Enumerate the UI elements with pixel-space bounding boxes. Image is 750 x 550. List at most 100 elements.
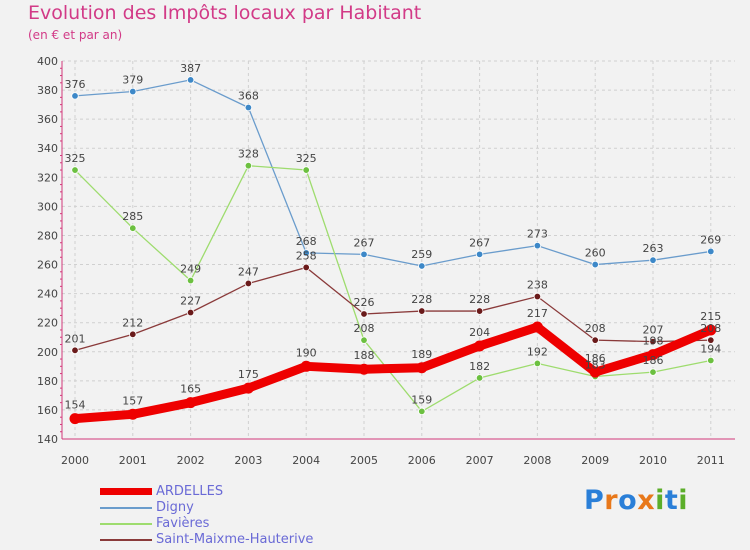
data-point-digny <box>533 241 542 250</box>
data-label-saint-maixme-hauterive: 228 <box>411 293 432 306</box>
data-point-saint-maixme-hauterive <box>186 308 195 317</box>
data-point-ardelles <box>358 363 370 375</box>
y-tick-label: 220 <box>37 317 58 330</box>
data-label-ardelles: 217 <box>527 307 548 320</box>
data-label-favi-res: 186 <box>643 354 664 367</box>
x-tick-label: 2000 <box>61 454 89 467</box>
data-point-digny <box>129 87 137 96</box>
data-label-ardelles: 215 <box>700 310 721 323</box>
data-point-ardelles <box>127 408 139 420</box>
data-label-saint-maixme-hauterive: 247 <box>238 265 259 278</box>
data-label-digny: 368 <box>238 90 259 103</box>
data-label-saint-maixme-hauterive: 238 <box>527 279 548 292</box>
data-label-ardelles: 175 <box>238 368 259 381</box>
legend-swatch-digny <box>100 507 152 509</box>
x-tick-label: 2007 <box>466 454 494 467</box>
data-point-saint-maixme-hauterive <box>591 336 599 344</box>
data-label-digny: 267 <box>354 236 375 249</box>
logo-letter: r <box>604 485 619 516</box>
x-tick-label: 2004 <box>292 454 320 467</box>
data-point-digny <box>418 262 426 270</box>
data-label-ardelles: 204 <box>469 326 490 339</box>
data-label-ardelles: 154 <box>65 399 86 412</box>
legend-label-favieres: Favières <box>156 516 210 531</box>
data-point-saint-maixme-hauterive <box>244 279 253 288</box>
data-point-saint-maixme-hauterive <box>418 307 426 315</box>
data-point-saint-maixme-hauterive <box>533 292 542 301</box>
chart-subtitle: (en € et par an) <box>28 28 123 42</box>
x-tick-label: 2009 <box>581 454 609 467</box>
data-point-digny <box>707 247 715 256</box>
data-label-saint-maixme-hauterive: 208 <box>700 322 721 335</box>
data-label-ardelles: 188 <box>354 349 375 362</box>
data-point-favi-res <box>302 166 310 174</box>
data-label-favi-res: 183 <box>585 358 606 371</box>
data-point-digny <box>244 103 253 112</box>
chart-title: Evolution des Impôts locaux par Habitant <box>28 2 422 24</box>
data-point-saint-maixme-hauterive <box>649 337 657 346</box>
series-line-digny <box>74 79 711 267</box>
data-point-digny <box>186 76 195 84</box>
data-point-ardelles <box>647 349 659 361</box>
data-point-favi-res <box>707 356 715 365</box>
data-point-digny <box>591 260 599 269</box>
data-label-digny: 267 <box>469 236 490 249</box>
data-label-digny: 387 <box>180 62 201 75</box>
data-point-saint-maixme-hauterive <box>707 336 715 344</box>
data-point-digny <box>475 250 484 259</box>
x-tick-label: 2011 <box>697 454 725 467</box>
data-point-digny <box>71 92 79 100</box>
x-tick-label: 2008 <box>523 454 551 467</box>
y-tick-label: 240 <box>37 288 58 301</box>
y-tick-label: 160 <box>37 404 58 417</box>
data-label-favi-res: 208 <box>354 322 375 335</box>
data-point-ardelles <box>300 360 312 372</box>
data-point-favi-res <box>418 407 426 416</box>
data-label-ardelles: 165 <box>180 383 201 396</box>
data-label-saint-maixme-hauterive: 226 <box>354 296 375 309</box>
data-label-saint-maixme-hauterive: 207 <box>643 324 664 337</box>
data-point-favi-res <box>129 224 137 232</box>
data-label-digny: 376 <box>65 78 86 91</box>
data-label-favi-res: 325 <box>65 152 86 165</box>
data-point-ardelles <box>531 321 543 333</box>
data-point-favi-res <box>360 336 368 344</box>
data-point-favi-res <box>649 368 657 376</box>
data-label-saint-maixme-hauterive: 208 <box>585 322 606 335</box>
data-label-favi-res: 249 <box>180 263 201 276</box>
data-point-ardelles <box>242 382 254 394</box>
data-point-digny <box>302 249 310 257</box>
y-tick-label: 180 <box>37 375 58 388</box>
data-label-digny: 379 <box>122 74 143 87</box>
data-label-favi-res: 325 <box>296 152 317 165</box>
y-tick-label: 380 <box>37 84 58 97</box>
legend-label-saint-maixme-hauterive: Saint-Maixme-Hauterive <box>156 532 314 547</box>
y-tick-label: 400 <box>37 55 58 68</box>
data-label-ardelles: 198 <box>643 335 664 348</box>
data-label-digny: 269 <box>700 233 721 246</box>
logo-letter: i <box>678 485 689 516</box>
y-tick-label: 280 <box>37 229 58 242</box>
data-point-saint-maixme-hauterive <box>475 307 484 315</box>
logo-letter: o <box>618 485 638 516</box>
y-tick-label: 200 <box>37 346 58 359</box>
data-point-ardelles <box>69 413 81 425</box>
y-tick-label: 260 <box>37 259 58 272</box>
proxiti-logo: Proxiti <box>584 485 688 516</box>
logo-letter: P <box>584 485 605 516</box>
x-tick-label: 2006 <box>408 454 436 467</box>
logo-letter: t <box>664 485 679 516</box>
y-tick-label: 360 <box>37 113 58 126</box>
y-tick-label: 340 <box>37 142 58 155</box>
legend-label-ardelles: ARDELLES <box>156 484 224 499</box>
series-line-ardelles <box>70 322 716 424</box>
x-tick-label: 2001 <box>119 454 147 467</box>
data-label-digny: 263 <box>643 242 664 255</box>
data-label-favi-res: 328 <box>238 148 259 161</box>
data-point-ardelles <box>589 366 601 378</box>
series-line-favi-res <box>74 164 711 413</box>
data-label-favi-res: 182 <box>469 360 490 373</box>
data-point-favi-res <box>475 374 484 382</box>
x-tick-label: 2002 <box>177 454 205 467</box>
